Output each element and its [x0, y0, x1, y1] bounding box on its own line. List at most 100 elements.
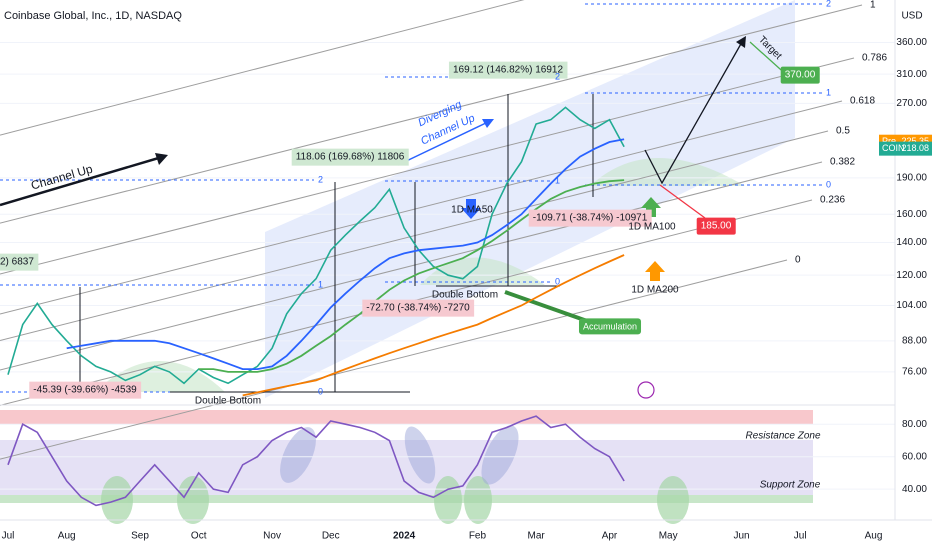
series-line	[7, 415, 625, 507]
diverging-channel	[265, 0, 795, 398]
chart-title: Coinbase Global, Inc., 1D, NASDAQ	[4, 10, 182, 22]
x-tick-label: Aug	[865, 531, 883, 542]
annotation-text: 1D MA200	[631, 285, 679, 296]
x-tick-label: Sep	[131, 531, 149, 542]
y-tick-label: 310.00	[896, 69, 927, 80]
x-tick-label: Feb	[469, 531, 487, 542]
arrow-head	[736, 36, 746, 48]
y-tick-label: 160.00	[896, 209, 927, 220]
annotation-box	[696, 217, 736, 235]
x-tick-label: Jun	[733, 531, 749, 542]
annotation-box	[291, 148, 409, 166]
fib-extension-label: 1	[826, 87, 831, 97]
y-tick-label: 360.00	[896, 37, 927, 48]
annotation-box	[578, 318, 642, 335]
x-tick-label: Jul	[2, 531, 15, 542]
annotation-text: 370.00	[785, 70, 816, 81]
channel-lines	[0, 0, 863, 460]
annotation-text: 1D MA100	[628, 222, 676, 233]
channel-line	[0, 130, 829, 341]
annotation: 1D MA100	[628, 222, 676, 233]
series-line	[198, 179, 625, 373]
annotation-text: 1D MA50	[451, 205, 493, 216]
x-tick-label: May	[659, 531, 678, 542]
y-tick-label: 104.00	[896, 300, 927, 311]
fib-level-label: 1	[870, 0, 876, 11]
fib-extension-label: 1	[555, 175, 560, 185]
price-tag-name: Pre	[882, 136, 896, 146]
channel-line	[0, 161, 823, 371]
y-tick-label: 76.00	[902, 367, 927, 378]
annotation: Resistance Zone	[745, 431, 820, 442]
fib-extension-label: 2	[555, 71, 560, 81]
annotation-text: 169.12 (146.82%) 16912	[453, 65, 564, 76]
annotation-box	[448, 61, 568, 79]
arrow-head	[482, 119, 494, 128]
annotation-text: Resistance Zone	[745, 431, 820, 442]
fib-level-label: 0	[795, 255, 801, 266]
y-tick-label: 270.00	[896, 98, 927, 109]
channel-line	[0, 100, 843, 315]
annotation: -109.71 (-38.74%) -10971	[528, 209, 652, 227]
stop-line	[659, 184, 706, 219]
annotation: 185.00	[696, 217, 736, 235]
y-tick-label: 60.00	[902, 451, 927, 462]
annotation-text: 2) 6837	[0, 257, 34, 268]
annotation: -72.70 (-38.74%) -7270	[362, 299, 475, 317]
fib-level-label: 0.618	[850, 96, 875, 107]
x-tick-label: 2024	[393, 531, 416, 542]
y-tick-label: 80.00	[902, 419, 927, 430]
ma200-arrow	[645, 261, 665, 281]
x-tick-label: Mar	[528, 531, 546, 542]
series	[7, 106, 625, 507]
measure-lines	[79, 94, 594, 393]
support-zone	[0, 495, 813, 503]
annotation-text: -72.70 (-38.74%) -7270	[366, 303, 470, 314]
fib-extension-label: 0	[318, 386, 323, 396]
y-tick-label: 190.00	[896, 172, 927, 183]
annotation: Double Bottom	[432, 290, 498, 301]
diverging-arrow	[397, 121, 489, 166]
annotation: 2) 6837	[0, 253, 39, 271]
y-tick-label: 140.00	[896, 237, 927, 248]
annotation-box	[0, 253, 39, 271]
x-tick-label: Dec	[322, 531, 340, 542]
fib-extension-label: 0	[826, 179, 831, 189]
annotation: 1D MA200	[631, 285, 679, 296]
annotation-text: Double Bottom	[432, 290, 498, 301]
channel-line	[0, 57, 855, 275]
channel-arrow	[0, 155, 163, 207]
x-tick-label: Jul	[794, 531, 807, 542]
fib-level-label: 0.236	[820, 195, 845, 206]
annotation: 370.00	[780, 66, 820, 84]
annotation: 118.06 (169.68%) 11806	[291, 148, 409, 166]
channel-line	[0, 259, 788, 460]
y-tick-label: 40.00	[902, 484, 927, 495]
annotation-text: -109.71 (-38.74%) -10971	[533, 213, 648, 224]
fib-level-label: 0.382	[830, 157, 855, 168]
series-line	[7, 106, 625, 385]
annotation-text: -45.39 (-39.66%) -4539	[33, 385, 137, 396]
arrow-head	[155, 153, 168, 165]
annotation: Accumulation	[578, 318, 642, 335]
event-icon[interactable]	[637, 381, 655, 399]
fib-extension-label: 2	[826, 0, 831, 8]
annotation: 169.12 (146.82%) 16912	[448, 61, 568, 79]
x-tick-label: Nov	[263, 531, 281, 542]
x-tick-label: Oct	[191, 531, 207, 542]
accumulation-arrow	[504, 290, 591, 324]
fib-extension-label: 0	[555, 276, 560, 286]
annotation: Support Zone	[760, 480, 821, 491]
y-tick-label: 120.00	[896, 270, 927, 281]
price-tag-value: 218.08	[901, 143, 929, 153]
annotation: -45.39 (-39.66%) -4539	[29, 381, 142, 399]
rsi-bottoms	[101, 476, 689, 524]
annotation: 1D MA50	[451, 205, 493, 216]
fib-level-label: 0.5	[836, 126, 850, 137]
fib-extension-label: 1	[318, 279, 323, 289]
price-tag-name: COIN	[882, 143, 905, 153]
annotation-box	[528, 209, 652, 227]
annotation-box	[780, 66, 820, 84]
projection	[644, 41, 743, 185]
